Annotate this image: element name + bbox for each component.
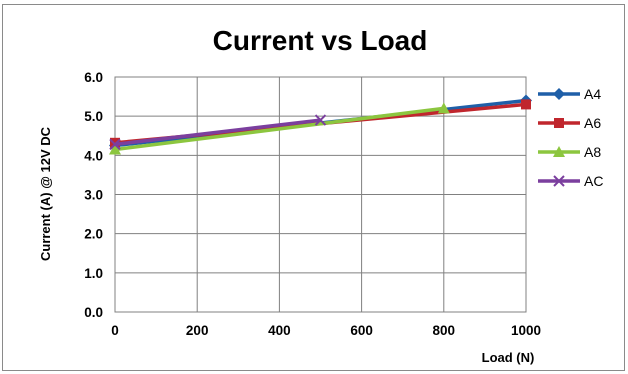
series-line-ac bbox=[114, 118, 321, 147]
series-group bbox=[109, 94, 532, 155]
y-axis-ticks: 0.0 1.0 2.0 3.0 4.0 5.0 6.0 bbox=[84, 70, 103, 320]
legend-label-a6: A6 bbox=[584, 115, 601, 131]
y-tick-label: 1.0 bbox=[84, 266, 103, 281]
x-axis-ticks: 0 200 400 600 800 1000 bbox=[111, 323, 541, 338]
legend-label-a4: A4 bbox=[584, 86, 601, 102]
legend-marker-a6 bbox=[554, 118, 564, 128]
y-tick-label: 4.0 bbox=[84, 148, 103, 163]
grid-lines bbox=[115, 77, 526, 312]
chart-title: Current vs Load bbox=[213, 25, 428, 56]
y-axis-title: Current (A) @ 12V DC bbox=[38, 126, 53, 261]
legend-label-a8: A8 bbox=[584, 144, 601, 160]
legend-marker-a8 bbox=[553, 146, 565, 157]
y-tick-label: 0.0 bbox=[84, 305, 103, 320]
legend-marker-ac bbox=[553, 175, 565, 187]
data-point-a6 bbox=[521, 99, 531, 110]
x-tick-label: 600 bbox=[350, 323, 373, 338]
y-tick-label: 3.0 bbox=[84, 188, 103, 203]
legend-label-ac: AC bbox=[584, 173, 603, 189]
y-tick-label: 5.0 bbox=[84, 109, 103, 124]
x-axis-title: Load (N) bbox=[482, 350, 535, 365]
data-point-ac bbox=[109, 138, 121, 151]
x-tick-label: 1000 bbox=[511, 323, 541, 338]
series-line-a8 bbox=[114, 106, 445, 152]
x-tick-label: 800 bbox=[433, 323, 456, 338]
data-point-a8 bbox=[437, 102, 450, 114]
legend: A4 A6 A8 AC bbox=[538, 86, 603, 189]
x-tick-label: 400 bbox=[268, 323, 291, 338]
data-point-a8 bbox=[109, 143, 121, 155]
x-tick-label: 200 bbox=[186, 323, 209, 338]
data-point-ac bbox=[314, 114, 327, 126]
x-tick-label: 0 bbox=[111, 323, 119, 338]
y-tick-label: 6.0 bbox=[84, 70, 103, 85]
legend-marker-a4 bbox=[553, 88, 565, 100]
y-tick-label: 2.0 bbox=[84, 227, 103, 242]
